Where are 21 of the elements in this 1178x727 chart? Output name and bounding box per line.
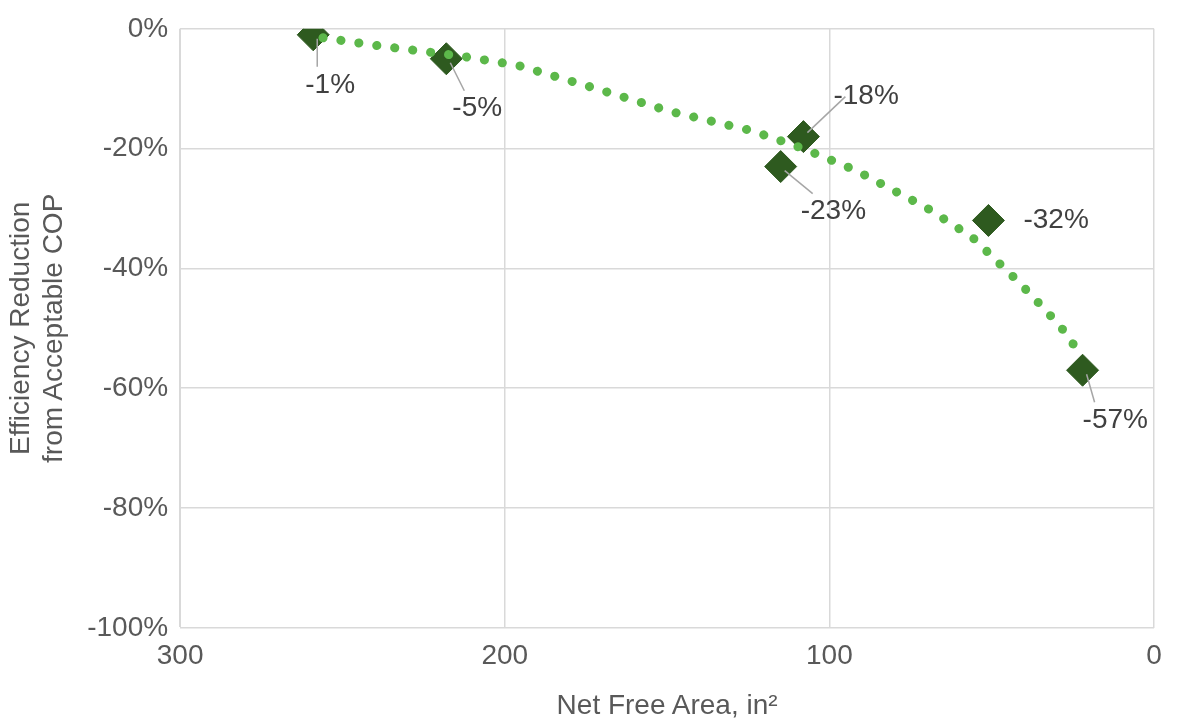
x-tick-label: 200	[481, 639, 529, 671]
data-label: -57%	[1082, 402, 1148, 434]
x-tick-label: 100	[806, 639, 853, 671]
data-label: -18%	[833, 79, 899, 111]
y-tick-label: -100%	[87, 610, 169, 642]
data-label: -32%	[1023, 203, 1089, 235]
data-label: -1%	[305, 67, 356, 99]
y-tick-label: -80%	[102, 490, 169, 522]
y-tick-label: -40%	[102, 251, 169, 283]
data-label: -23%	[800, 194, 867, 226]
point	[1066, 353, 1100, 387]
point	[971, 203, 1005, 237]
data-label: -5%	[452, 91, 503, 123]
y-tick-label: 0%	[127, 11, 169, 43]
x-tick-label: 300	[156, 639, 204, 671]
y-tick-label: -20%	[102, 131, 169, 163]
y-tick-label: -60%	[102, 370, 169, 402]
x-axis-title: Net Free Area, in²	[556, 688, 778, 720]
point	[764, 150, 798, 184]
x-tick-label: 0	[1146, 639, 1162, 671]
y-axis-title: Efficiency Reduction from Acceptable COP	[3, 193, 69, 463]
